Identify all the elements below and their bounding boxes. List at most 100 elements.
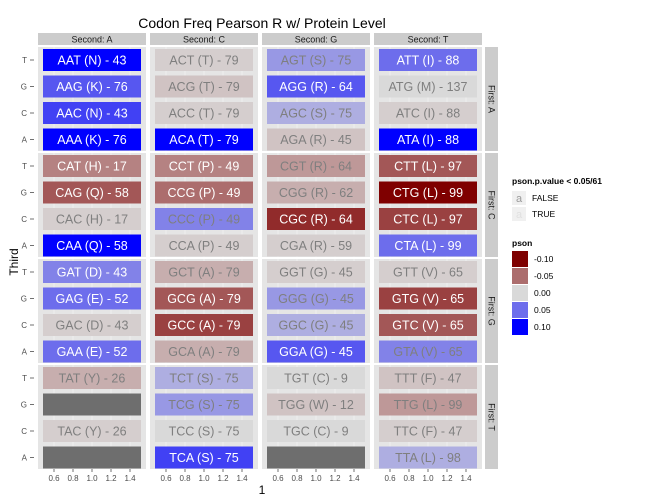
cell-label: TAT (Y) - 26: [59, 372, 126, 386]
heatmap-cell: [379, 128, 477, 151]
heatmap-cell: [43, 49, 141, 71]
heatmap-cell: [155, 234, 253, 257]
x-tick-label: 1.4: [124, 474, 136, 483]
cell-label: ACT (T) - 79: [169, 54, 238, 68]
heatmap-cell: [43, 208, 141, 230]
heatmap-cell: [379, 234, 477, 257]
heatmap-cell: [267, 367, 365, 389]
cell-label: CTG (L) - 99: [393, 186, 463, 200]
y-tick-label: C: [21, 215, 27, 224]
heatmap-cell: [379, 420, 477, 442]
cell-label: CCA (P) - 49: [169, 239, 240, 253]
fill-legend-label: -0.05: [534, 271, 554, 281]
x-tick-label: 0.6: [160, 474, 172, 483]
x-tick-label: 0.8: [67, 474, 79, 483]
cell-label: AAT (N) - 43: [58, 54, 127, 68]
x-tick-label: 1.0: [198, 474, 210, 483]
heatmap-cell: [379, 75, 477, 98]
cell-label: AGA (R) - 45: [280, 133, 352, 147]
cell-label: CAA (Q) - 58: [56, 239, 128, 253]
heatmap-cell: [379, 340, 477, 363]
heatmap-cell: [155, 49, 253, 71]
cell-label: AGC (S) - 75: [280, 107, 352, 121]
x-tick-label: 0.6: [384, 474, 396, 483]
heatmap-cell: [379, 446, 477, 469]
alpha-legend-key: [512, 191, 526, 205]
heatmap-cell: [43, 75, 141, 98]
heatmap-cell: [267, 314, 365, 336]
heatmap-cell: [379, 314, 477, 336]
alpha-legend-glyph: a: [516, 193, 523, 205]
x-tick-label: 1.4: [236, 474, 248, 483]
cell-label: CGT (R) - 64: [280, 160, 352, 174]
fill-legend-swatch: [512, 285, 528, 301]
facet-panels: Second: A Second: C Second: G Second: T Firs…: [21, 33, 498, 483]
x-tick-label: 1.2: [441, 474, 453, 483]
cell-label: GGC (G) - 45: [278, 319, 353, 333]
heatmap-cell: [155, 181, 253, 204]
heatmap-cell: [379, 208, 477, 230]
cell-label: ACA (T) - 79: [169, 133, 239, 147]
heatmap-cell: [43, 314, 141, 336]
cell-label: AAG (K) - 76: [56, 80, 128, 94]
fill-legend-swatch: [512, 302, 528, 318]
heatmap-cell: [379, 393, 477, 416]
x-tick-label: 1.0: [422, 474, 434, 483]
heatmap-cell: [379, 367, 477, 389]
y-tick-label: G: [21, 295, 27, 304]
heatmap-cell: [267, 208, 365, 230]
y-tick-label: G: [21, 401, 27, 410]
x-tick-label: 1.2: [329, 474, 341, 483]
cell-label: TTA (L) - 98: [395, 451, 461, 465]
y-tick-label: T: [22, 268, 27, 277]
cell-label: ATA (I) - 88: [397, 133, 459, 147]
y-tick-label: C: [21, 109, 27, 118]
heatmap-cell: [267, 420, 365, 442]
heatmap-cell: [267, 155, 365, 177]
fill-legend-label: -0.10: [534, 254, 554, 264]
cell-label: AGG (R) - 64: [279, 80, 353, 94]
heatmap-cell: [155, 155, 253, 177]
heatmap-cell: [155, 128, 253, 151]
y-tick-label: A: [22, 348, 28, 357]
heatmap-cell: [267, 261, 365, 283]
cell-label: CGC (R) - 64: [279, 213, 353, 227]
x-tick-label: 1.4: [460, 474, 472, 483]
heatmap-cell: [43, 393, 141, 416]
alpha-legend-label: TRUE: [532, 209, 555, 219]
col-strip-label: Second: C: [183, 35, 226, 45]
fill-legend-title: pson: [512, 238, 532, 248]
x-tick-label: 0.8: [403, 474, 415, 483]
x-axis-label: 1: [259, 483, 266, 497]
row-strip-label: First: T: [487, 403, 497, 431]
fill-legend-label: 0.10: [534, 322, 551, 332]
y-tick-label: A: [22, 454, 28, 463]
x-tick-label: 0.8: [179, 474, 191, 483]
col-strip-label: Second: T: [408, 35, 449, 45]
cell-label: CGA (R) - 59: [280, 239, 352, 253]
heatmap-cell: [379, 49, 477, 71]
heatmap-cell: [267, 393, 365, 416]
heatmap-cell: [267, 49, 365, 71]
cell-label: ATG (M) - 137: [389, 80, 468, 94]
row-strip-label: First: C: [487, 191, 497, 220]
x-tick-label: 1.0: [86, 474, 98, 483]
cell-label: TGC (C) - 9: [283, 425, 348, 439]
heatmap-cell: [43, 287, 141, 310]
heatmap-cell: [267, 234, 365, 257]
y-axis-label: Third: [7, 248, 21, 275]
chart-title: Codon Freq Pearson R w/ Protein Level: [138, 15, 385, 31]
alpha-legend-title: pson.p.value < 0.05/61: [512, 176, 602, 186]
col-strip-label: Second: G: [295, 35, 338, 45]
col-strip-label: Second: A: [71, 35, 112, 45]
cell-label: TCC (S) - 75: [169, 425, 240, 439]
x-tick-label: 0.8: [291, 474, 303, 483]
heatmap-cell: [155, 446, 253, 469]
fill-legend-label: 0.00: [534, 288, 551, 298]
heatmap-cell: [43, 446, 141, 469]
cell-label: CGG (R) - 62: [279, 186, 353, 200]
cell-label: CAG (Q) - 58: [55, 186, 129, 200]
cell-label: GCG (A) - 79: [167, 292, 241, 306]
heatmap-cell: [267, 128, 365, 151]
heatmap-cell: [155, 75, 253, 98]
